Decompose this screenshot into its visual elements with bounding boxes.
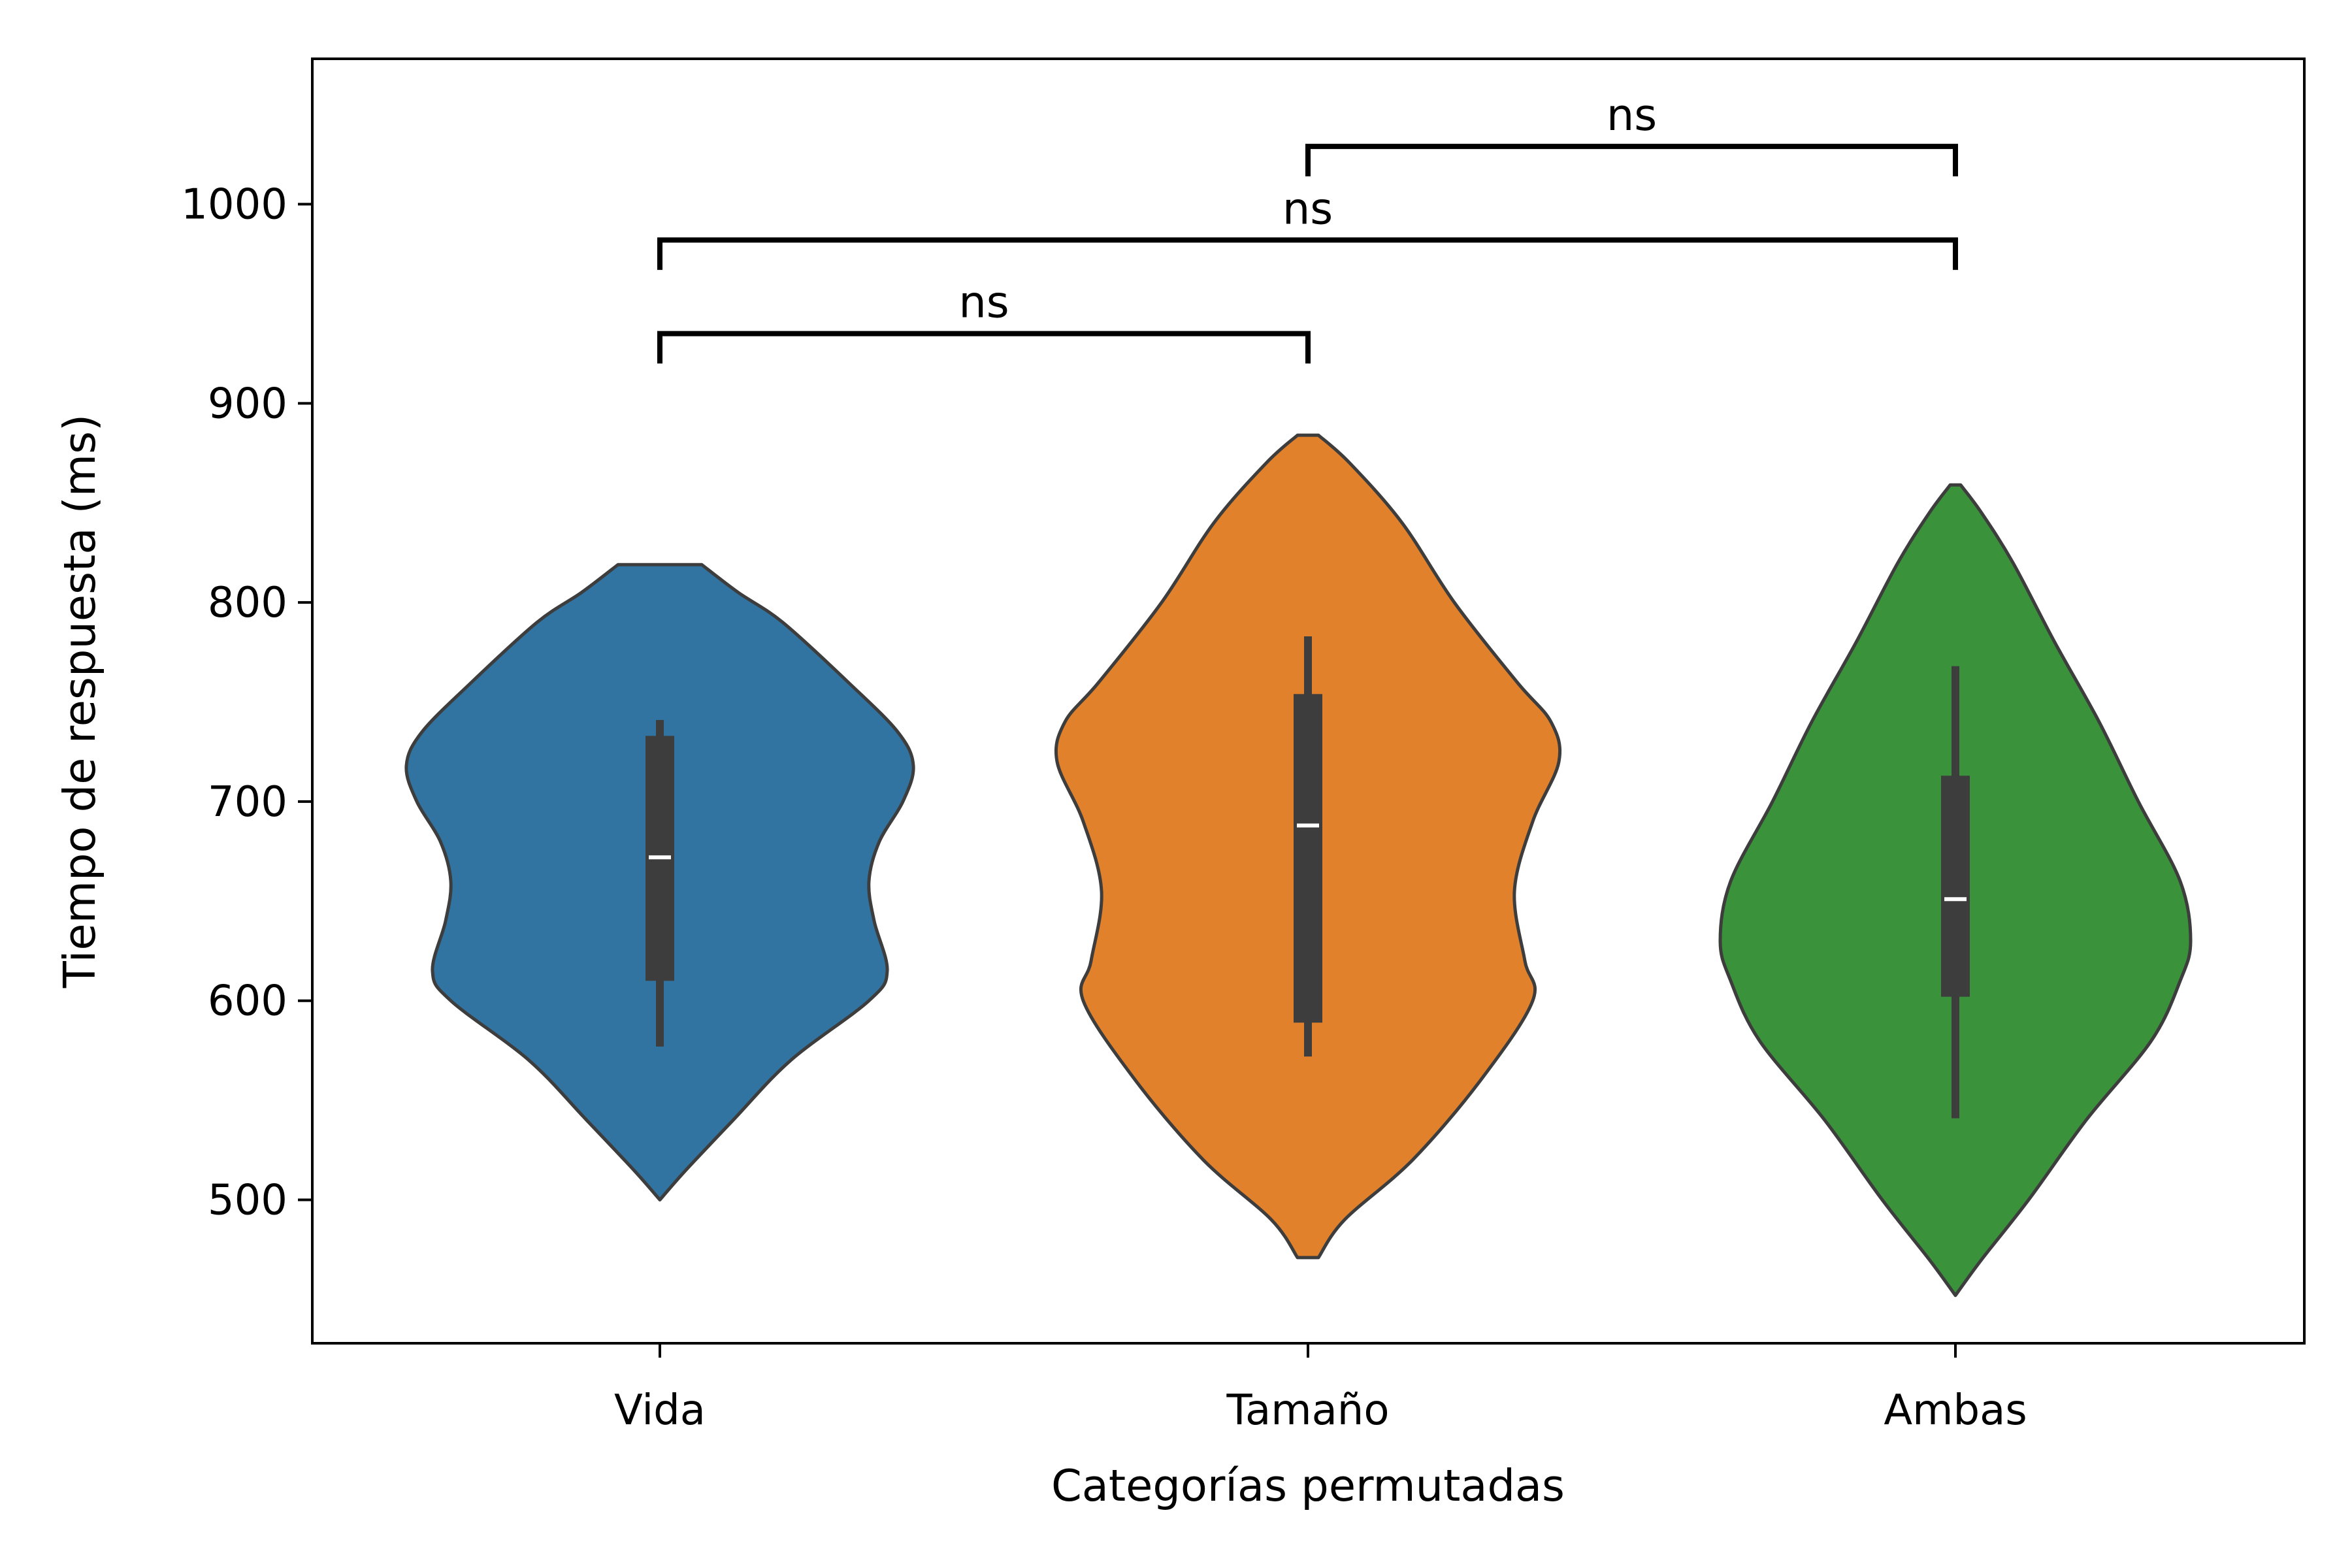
- significance-bracket-1: [657, 331, 1311, 364]
- iqr-box-tamano: [1294, 694, 1322, 1023]
- annotations-layer: ns ns ns: [657, 90, 1958, 364]
- y-tick-label: 1000: [181, 181, 287, 229]
- y-tick-label: 900: [208, 380, 287, 428]
- iqr-box-ambas: [1941, 776, 1970, 997]
- significance-label-3: ns: [1607, 90, 1657, 140]
- y-tick-label: 700: [208, 778, 287, 826]
- y-tick-label: 500: [208, 1177, 287, 1225]
- x-ticks: Vida Tamaño Ambas: [614, 1343, 2027, 1435]
- y-axis-title: Tiempo de respuesta (ms): [54, 414, 105, 988]
- x-tick-label-tamano: Tamaño: [1226, 1386, 1390, 1435]
- x-axis-title: Categorías permutadas: [1051, 1460, 1565, 1511]
- x-tick-label-vida: Vida: [614, 1386, 706, 1435]
- x-tick-label-ambas: Ambas: [1884, 1386, 2027, 1435]
- significance-label-1: ns: [958, 277, 1009, 328]
- significance-bracket-3: [1305, 144, 1958, 176]
- y-ticks: 500 600 700 800 900 1000: [181, 181, 312, 1225]
- boxes-layer: [645, 636, 1970, 1119]
- significance-bracket-2: [657, 237, 1958, 270]
- significance-label-2: ns: [1282, 183, 1333, 234]
- y-tick-label: 800: [208, 579, 287, 627]
- y-tick-label: 600: [208, 977, 287, 1026]
